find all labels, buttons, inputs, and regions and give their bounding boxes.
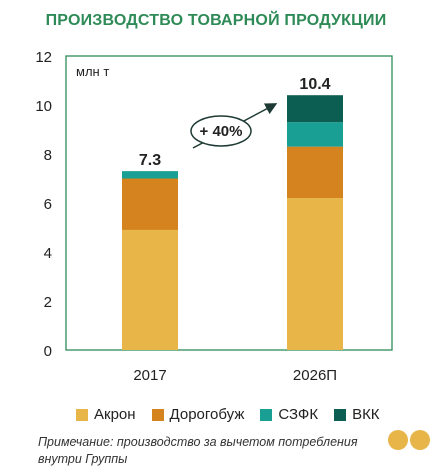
y-tick-label: 0 (44, 343, 52, 360)
bar-segment (287, 146, 343, 199)
y-tick-label: 4 (44, 245, 52, 262)
footnote: Примечание: производство за вычетом потр… (38, 435, 358, 466)
x-tick-label: 2017 (133, 367, 166, 384)
legend-label: Акрон (94, 406, 136, 423)
chart-axes: 0 2 4 6 8 10 12 млн т (35, 49, 393, 360)
bar-segment (287, 95, 343, 123)
bar-segment (122, 229, 178, 350)
legend-label: Дорогобуж (169, 406, 245, 423)
unit-label: млн т (76, 64, 109, 79)
bar-total-label: 7.3 (139, 152, 161, 169)
legend-swatch (151, 408, 164, 421)
decorative-dots (388, 430, 430, 450)
bar-chart: 0 2 4 6 8 10 12 млн т 2017 7.3 2026П 10.4 + 40% (35, 49, 393, 384)
chart-legend: Акрон Дорогобуж СЗФК ВКК (76, 406, 380, 423)
bar-total-label: 10.4 (299, 76, 330, 93)
growth-badge (190, 115, 252, 147)
legend-swatch (76, 408, 88, 421)
legend-item: Акрон (76, 406, 136, 423)
chart-labels: 2017 7.3 2026П 10.4 + 40% (133, 76, 337, 384)
legend-label: ВКК (352, 406, 380, 423)
legend-swatch (334, 408, 347, 421)
bar-segment (122, 171, 178, 179)
y-tick-label: 2 (44, 294, 52, 311)
bar-segment (287, 198, 343, 350)
chart-title: ПРОИЗВОДСТВО ТОВАРНОЙ ПРОДУКЦИИ (45, 12, 387, 29)
legend-label: СЗФК (278, 406, 319, 423)
dot-icon (388, 430, 408, 450)
y-tick-label: 12 (35, 49, 52, 66)
legend-item: ВКК (334, 406, 380, 423)
legend-item: Дорогобуж (151, 406, 245, 423)
y-tick-label: 8 (44, 147, 52, 164)
growth-label: + 40% (200, 123, 243, 140)
bar-segment (287, 122, 343, 147)
dot-icon (410, 430, 430, 450)
plot-frame (65, 55, 393, 351)
legend-item: СЗФК (260, 406, 318, 423)
legend-swatch (260, 408, 273, 421)
y-tick-label: 6 (44, 196, 52, 213)
chart-bars (122, 95, 343, 350)
bar-segment (122, 178, 178, 230)
x-tick-label: 2026П (293, 367, 337, 384)
y-tick-label: 10 (35, 98, 52, 115)
